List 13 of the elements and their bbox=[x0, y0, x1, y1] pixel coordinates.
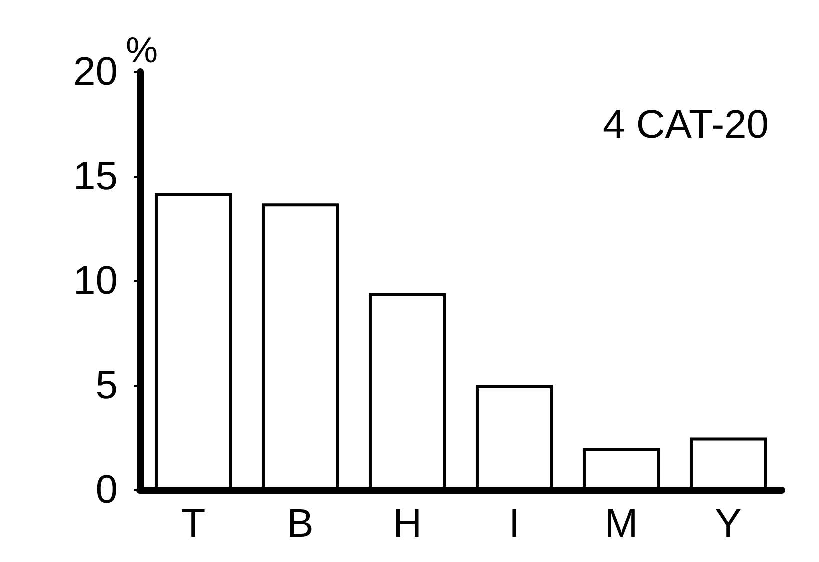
x-tick-label: I bbox=[508, 502, 520, 546]
y-tick-label: 0 bbox=[96, 468, 118, 512]
x-tick-label: T bbox=[181, 502, 206, 546]
y-tick-label: 15 bbox=[74, 154, 118, 198]
x-tick-label: H bbox=[393, 502, 422, 546]
x-tick-label: Y bbox=[715, 502, 742, 546]
text: 4 CAT-20 bbox=[603, 103, 770, 147]
y-tick-label: 5 bbox=[96, 364, 118, 408]
x-tick-label: B bbox=[287, 502, 314, 546]
y-tick-label: 10 bbox=[74, 259, 118, 303]
x-tick-label: M bbox=[604, 502, 638, 546]
y-axis-title: % bbox=[126, 30, 158, 70]
y-tick-label: 20 bbox=[74, 50, 118, 94]
